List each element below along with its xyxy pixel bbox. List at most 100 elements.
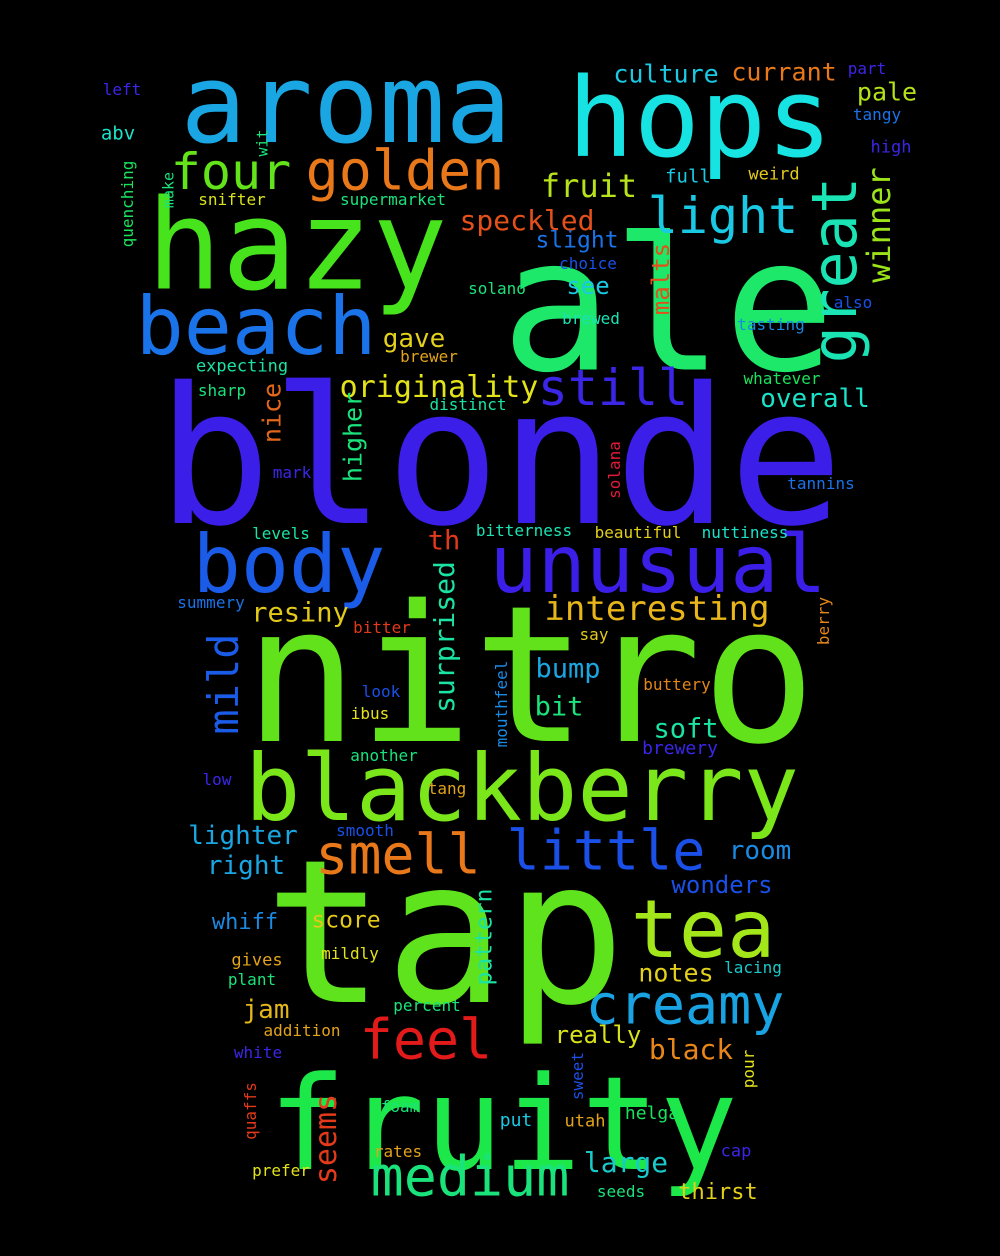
word-notes: notes — [638, 958, 714, 988]
word-creamy: creamy — [585, 972, 785, 1037]
word-levels: levels — [252, 524, 310, 543]
word-higher: higher — [338, 391, 368, 483]
word-pale: pale — [856, 77, 918, 107]
word-cap: cap — [720, 1141, 752, 1162]
word-body: body — [192, 518, 386, 611]
word-fruity: fruity — [268, 1048, 738, 1200]
word-interesting: interesting — [544, 589, 770, 629]
word-pour: pour — [739, 1049, 758, 1089]
word-ibus: ibus — [350, 704, 390, 723]
word-tasting: tasting — [737, 315, 805, 334]
word-ale: ale — [500, 197, 836, 414]
word-bitterness: bitterness — [475, 521, 573, 540]
word-part: part — [847, 59, 887, 78]
word-weird: weird — [748, 164, 800, 185]
word-whiff: whiff — [211, 910, 279, 935]
word-say: say — [579, 625, 609, 644]
word-white: white — [233, 1043, 283, 1062]
word-winner: winner — [860, 167, 898, 283]
word-summery: summery — [177, 593, 245, 612]
word-mild: mild — [199, 633, 248, 735]
word-currant: currant — [731, 57, 837, 87]
word-solana: solana — [605, 441, 624, 499]
word-four: four — [170, 143, 292, 201]
word-jam: jam — [242, 995, 290, 1025]
word-tannins: tannins — [787, 474, 855, 493]
word-hazy: hazy — [146, 173, 448, 319]
word-resiny: resiny — [251, 597, 349, 629]
word-snifter: snifter — [198, 190, 266, 209]
word-buttery: buttery — [643, 675, 711, 694]
word-full: full — [665, 165, 711, 188]
word-wit: wit — [253, 129, 272, 157]
word-high: high — [870, 137, 912, 158]
word-beach: beach — [135, 280, 377, 373]
word-right: right — [206, 851, 286, 881]
word-tangy: tangy — [852, 105, 902, 124]
word-black: black — [648, 1033, 734, 1066]
word-abv: abv — [100, 122, 136, 145]
word-pattern: pattern — [471, 888, 498, 986]
word-surprised: surprised — [428, 561, 461, 713]
word-lighter: lighter — [188, 821, 298, 851]
word-smell: smell — [315, 822, 481, 887]
word-originality: originality — [339, 370, 539, 405]
word-mouthfeel: mouthfeel — [492, 660, 511, 748]
word-low: low — [202, 770, 232, 789]
word-tap: tap — [264, 817, 626, 1050]
word-gives: gives — [231, 950, 283, 971]
word-mildly: mildly — [321, 944, 379, 963]
word-malts: malts — [647, 242, 675, 316]
word-really: really — [554, 1021, 642, 1049]
word-aroma: aroma — [180, 40, 512, 168]
word-solano: solano — [468, 279, 526, 298]
word-tang: tang — [427, 779, 467, 798]
word-utah: utah — [564, 1111, 606, 1132]
word-choice: choice — [559, 254, 617, 273]
word-beautiful: beautiful — [594, 523, 682, 542]
word-bitter: bitter — [353, 618, 411, 637]
word-seeds: seeds — [596, 1182, 646, 1201]
word-berry: berry — [814, 596, 833, 646]
word-speckled: speckled — [459, 204, 595, 237]
word-rates: rates — [373, 1142, 423, 1161]
word-sweet: sweet — [568, 1051, 587, 1101]
word-soft: soft — [653, 713, 719, 745]
word-score: score — [311, 907, 381, 934]
word-still: still — [537, 359, 689, 417]
word-whatever: whatever — [743, 369, 821, 388]
word-also: also — [833, 293, 873, 312]
word-sharp: sharp — [197, 381, 247, 400]
word-medium: medium — [370, 1144, 570, 1209]
word-nitro: nitro — [244, 565, 816, 786]
word-mark: mark — [272, 463, 312, 482]
word-blackberry: blackberry — [245, 735, 799, 842]
word-make: make — [159, 171, 178, 209]
word-brewer: brewer — [400, 347, 458, 366]
word-little: little — [506, 818, 706, 883]
word-seems: seems — [309, 1093, 344, 1185]
word-blonde: blonde — [156, 347, 844, 568]
word-slight: slight — [535, 227, 619, 254]
word-great: great — [798, 176, 871, 364]
word-expecting: expecting — [195, 356, 289, 377]
word-gave: gave — [382, 324, 446, 354]
word-large: large — [583, 1146, 669, 1179]
word-supermarket: supermarket — [340, 190, 446, 209]
word-bump: bump — [535, 653, 601, 685]
word-feel: feel — [359, 1007, 493, 1072]
word-hops: hops — [567, 54, 833, 182]
word-nice: nice — [257, 382, 287, 444]
word-left: left — [102, 80, 142, 99]
word-quenching: quenching — [118, 160, 137, 248]
word-golden: golden — [305, 138, 505, 203]
word-plant: plant — [227, 970, 277, 989]
word-culture: culture — [613, 59, 719, 89]
word-room: room — [728, 836, 792, 866]
word-lacing: lacing — [724, 958, 782, 977]
word-smooth: smooth — [336, 821, 394, 840]
word-another: another — [350, 746, 418, 765]
word-wonders: wonders — [671, 871, 773, 899]
word-thirst: thirst — [678, 1180, 758, 1205]
